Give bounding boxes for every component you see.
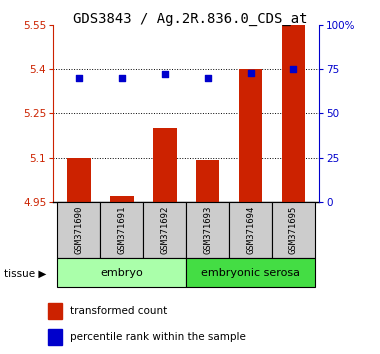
Bar bbox=[48, 329, 62, 345]
Bar bbox=[196, 160, 220, 202]
Text: GSM371690: GSM371690 bbox=[74, 206, 84, 254]
Text: embryo: embryo bbox=[100, 268, 143, 278]
Bar bbox=[57, 202, 100, 258]
Text: percentile rank within the sample: percentile rank within the sample bbox=[70, 332, 246, 342]
Bar bbox=[110, 196, 134, 202]
Bar bbox=[186, 258, 315, 287]
Point bbox=[247, 70, 253, 75]
Bar bbox=[67, 158, 91, 202]
Text: tissue ▶: tissue ▶ bbox=[4, 268, 46, 278]
Bar bbox=[239, 69, 262, 202]
Point bbox=[162, 72, 168, 77]
Bar bbox=[153, 128, 177, 202]
Bar bbox=[48, 303, 62, 319]
Text: GSM371695: GSM371695 bbox=[289, 206, 298, 254]
Text: GSM371694: GSM371694 bbox=[246, 206, 255, 254]
Bar bbox=[272, 202, 315, 258]
Bar bbox=[229, 202, 272, 258]
Text: GSM371691: GSM371691 bbox=[117, 206, 126, 254]
Bar bbox=[100, 202, 143, 258]
Point bbox=[76, 75, 82, 81]
Text: transformed count: transformed count bbox=[70, 306, 168, 316]
Bar bbox=[143, 202, 186, 258]
Bar bbox=[282, 25, 305, 202]
Text: GSM371693: GSM371693 bbox=[203, 206, 212, 254]
Point bbox=[290, 66, 296, 72]
Text: GDS3843 / Ag.2R.836.0_CDS_at: GDS3843 / Ag.2R.836.0_CDS_at bbox=[73, 12, 307, 27]
Bar bbox=[57, 258, 186, 287]
Point bbox=[119, 75, 125, 81]
Text: embryonic serosa: embryonic serosa bbox=[201, 268, 300, 278]
Text: GSM371692: GSM371692 bbox=[160, 206, 169, 254]
Point bbox=[204, 75, 211, 81]
Bar bbox=[186, 202, 229, 258]
